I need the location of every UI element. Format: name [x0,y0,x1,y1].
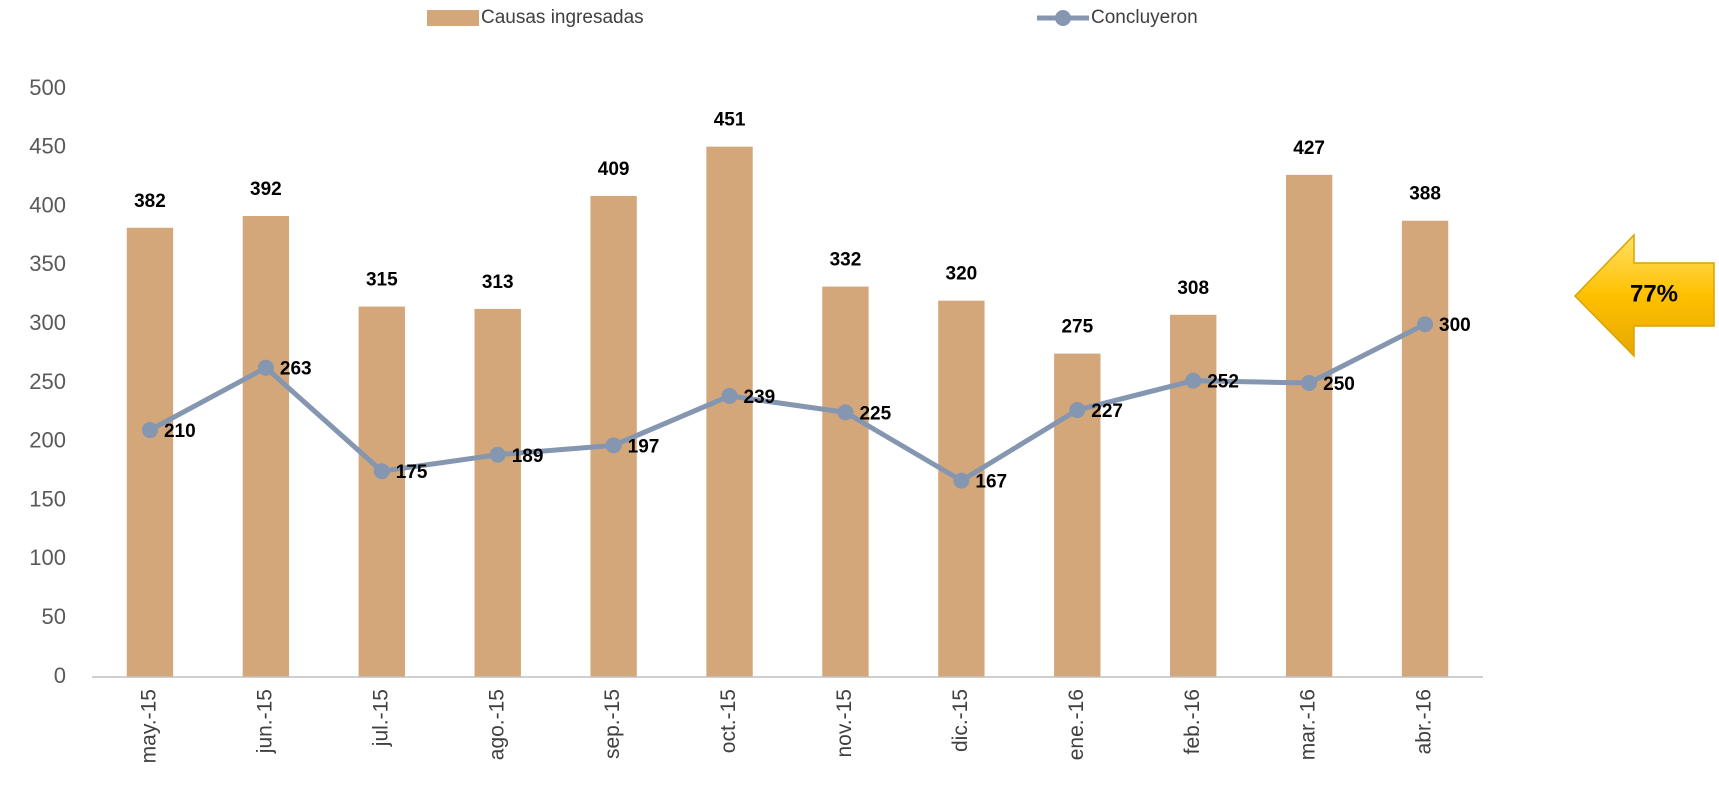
y-tick-label: 250 [29,369,66,394]
line-point [721,387,738,404]
x-tick-label: jul.-15 [369,689,392,747]
line-point [1069,402,1086,419]
line-point [605,437,622,454]
legend-label: Concluyeron [1091,7,1198,28]
line-point [257,359,274,376]
y-tick-label: 450 [29,134,66,159]
bar [242,216,290,677]
line-value-label: 167 [975,472,1007,493]
bar [822,286,869,677]
line-point [837,404,854,421]
line-point [489,446,506,463]
line-point [1301,375,1318,391]
bar-value-label: 451 [714,110,746,131]
legend-marker [1055,10,1071,26]
y-tick-label: 100 [29,545,66,570]
bar-value-label: 332 [830,250,862,271]
bar-value-label: 320 [946,264,978,285]
y-tick-label: 350 [29,251,66,276]
x-tick-label: abr.-16 [1413,689,1436,754]
y-tick-label: 300 [29,310,66,335]
x-tick-label: dic.-15 [949,689,972,752]
y-tick-label: 150 [29,486,66,511]
arrow-shape [1573,233,1715,358]
bar [1285,174,1333,677]
bar [126,227,174,677]
line-value-label: 252 [1207,372,1239,393]
annotation-arrow: 77% [1573,233,1715,358]
y-tick-label: 400 [29,192,66,217]
line-value-label: 197 [628,436,660,457]
bar-value-label: 388 [1409,184,1441,205]
bar-value-label: 392 [250,179,282,200]
legend-item: Causas ingresadas [427,7,644,28]
line-point [373,463,390,480]
line-value-label: 227 [1091,401,1123,422]
x-tick-label: ago.-15 [485,689,508,760]
x-tick-label: sep.-15 [601,689,624,759]
line-point [953,472,970,489]
annotation-text: 77% [1630,280,1678,307]
x-tick-label: mar.-16 [1297,689,1320,760]
bar-value-label: 315 [366,270,398,291]
x-tick-label: nov.-15 [833,689,856,758]
bar [1401,220,1449,677]
bar-value-label: 275 [1061,317,1093,338]
line-value-label: 250 [1323,374,1355,395]
bar [938,300,985,677]
line-value-label: 225 [859,403,891,424]
x-tick-label: oct.-15 [717,689,740,753]
line-value-label: 300 [1439,315,1471,336]
line-value-label: 210 [164,421,196,442]
bar-value-label: 409 [598,159,630,180]
legend-item: Concluyeron [1037,7,1198,28]
y-tick-label: 500 [29,75,66,100]
bar [706,146,753,677]
line-value-label: 263 [280,359,312,380]
line-value-label: 189 [512,446,544,467]
bar-value-label: 313 [482,272,514,293]
legend-label: Causas ingresadas [481,7,644,28]
bar-value-label: 308 [1177,278,1209,299]
y-tick-label: 50 [42,604,66,629]
line-point [141,422,158,439]
bar-value-label: 427 [1293,138,1325,159]
bar-value-label: 382 [134,191,166,212]
line-value-label: 239 [744,387,776,408]
line-point [1185,372,1202,389]
y-tick-label: 200 [29,428,66,453]
x-tick-label: jun.-15 [253,689,276,754]
y-tick-label: 0 [54,663,66,688]
line-value-label: 175 [396,462,428,483]
bar [1170,314,1217,677]
legend-swatch [427,10,479,26]
bar [474,308,521,677]
x-tick-label: ene.-16 [1065,689,1088,760]
x-tick-label: feb.-16 [1181,689,1204,754]
line [148,321,1427,484]
line-point [1417,316,1434,333]
x-tick-label: may.-15 [138,689,161,763]
bar [358,306,405,677]
